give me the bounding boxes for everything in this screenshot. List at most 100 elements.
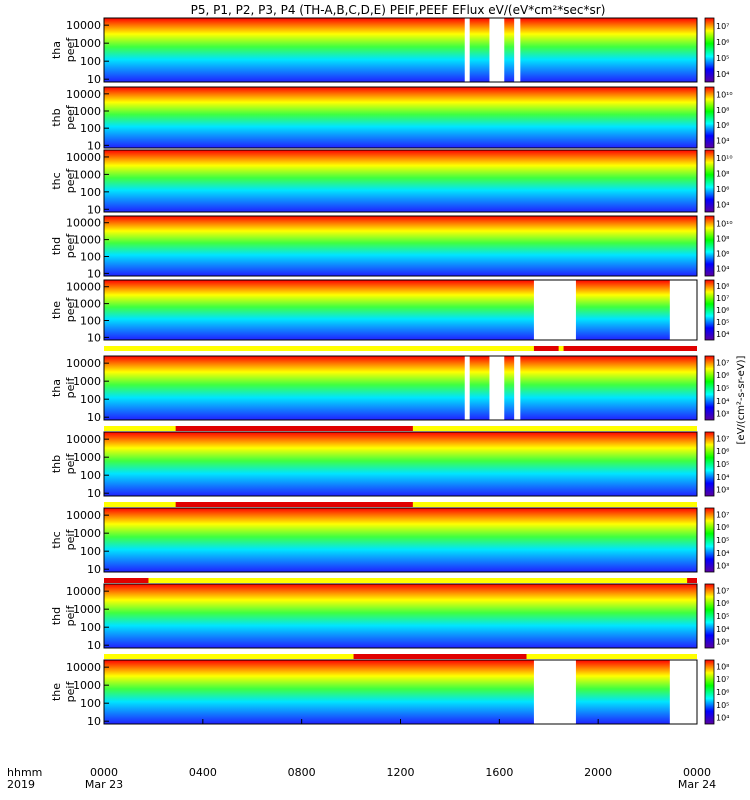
- colorbar-tick-label: 10¹⁰: [716, 91, 733, 100]
- colorbar-tick-label: 10⁴: [716, 473, 729, 482]
- y-tick-label: 10000: [66, 281, 101, 294]
- colorbar-tick-label: 10⁷: [716, 586, 729, 595]
- colorbar: [704, 355, 715, 421]
- spectrogram-fill: [104, 508, 697, 572]
- data-gap: [514, 18, 521, 82]
- colorbar-tick-label: 10⁴: [716, 397, 729, 406]
- y-tick-label: 100: [80, 621, 101, 634]
- panel-frame: [103, 355, 698, 421]
- y-tick-label: 10: [87, 203, 101, 216]
- y-tick-label: 100: [80, 314, 101, 327]
- colorbar-tick-label: 10⁶: [716, 121, 729, 130]
- spectrogram-fill: [104, 660, 697, 724]
- state-bars-group: [104, 346, 697, 659]
- x-tick-label: 2000: [584, 766, 612, 779]
- colorbar-tick-label: 10⁵: [716, 701, 729, 710]
- spectrogram-fill: [104, 280, 697, 340]
- colorbar: [704, 17, 715, 83]
- y-tick-label: 1000: [73, 375, 101, 388]
- y-tick-label: 10: [87, 73, 101, 86]
- colorbar-tick-label: 10³: [716, 562, 729, 571]
- y-tick-label: 100: [80, 469, 101, 482]
- state-bar-segment: [563, 346, 697, 351]
- y-tick-label: 1000: [73, 234, 101, 247]
- state-bar-segment: [353, 654, 527, 659]
- y-tick-label: 10: [87, 715, 101, 728]
- colorbar-tick-label: 10⁸: [716, 662, 729, 671]
- state-bar-segment: [175, 426, 413, 431]
- y-tick-label: 10000: [66, 88, 101, 101]
- colorbar-tick-label: 10⁴: [716, 200, 729, 209]
- x-tick-label: 0000: [683, 766, 711, 779]
- state-bar: [104, 502, 697, 507]
- data-gap: [533, 660, 576, 724]
- colorbar-tick-label: 10⁷: [716, 294, 729, 303]
- panel-probe-label: thc: [50, 172, 63, 189]
- state-bar-base: [104, 346, 697, 351]
- colorbar-tick-label: 10⁶: [716, 250, 729, 259]
- colorbar-tick-label: 10⁶: [716, 688, 729, 697]
- colorbar-tick-label: 10⁶: [716, 599, 729, 608]
- x-tick-label: 1600: [485, 766, 513, 779]
- panel-frame: [103, 215, 698, 277]
- y-tick-label: 100: [80, 545, 101, 558]
- data-gap: [489, 356, 505, 420]
- colorbar-tick-label: 10⁵: [716, 54, 729, 63]
- colorbar-tick-label: 10⁷: [716, 675, 729, 684]
- state-bar: [104, 346, 697, 351]
- colorbar-tick-label: 10⁶: [716, 185, 729, 194]
- y-tick-label: 10: [87, 139, 101, 152]
- y-tick-label: 100: [80, 250, 101, 263]
- colorbar-tick-label: 10³: [716, 638, 729, 647]
- y-tick-label: 10000: [66, 585, 101, 598]
- state-bar-segment: [687, 578, 697, 583]
- colorbar-tick-label: 10⁷: [716, 510, 729, 519]
- colorbar-tick-label: 10³: [716, 410, 729, 419]
- panel-product-label: peef: [64, 233, 77, 259]
- panel-probe-label: thd: [50, 607, 63, 625]
- y-tick-label: 10000: [66, 151, 101, 164]
- colorbar: [704, 507, 715, 573]
- state-bar-base: [104, 578, 697, 583]
- spectrogram-fill: [104, 432, 697, 496]
- colorbar-tick-label: 10⁶: [716, 306, 729, 315]
- y-tick-label: 100: [80, 55, 101, 68]
- colorbar-tick-label: 10⁵: [716, 460, 729, 469]
- y-tick-label: 1000: [73, 298, 101, 311]
- panel-probe-label: the: [50, 683, 63, 701]
- y-tick-label: 10: [87, 639, 101, 652]
- spectrogram-fill: [104, 584, 697, 648]
- y-tick-label: 10: [87, 411, 101, 424]
- colorbar-tick-label: 10⁵: [716, 384, 729, 393]
- colorbar-tick-label: 10⁴: [716, 714, 729, 723]
- y-tick-label: 10000: [66, 357, 101, 370]
- panel-frame: [103, 583, 698, 649]
- panel-frame: [103, 17, 698, 83]
- panels-group: 10 100 1000 10000 tha peef 10⁴ 10⁵ 10⁶ 10⁷ 10 100 10…: [50, 17, 733, 728]
- panel-product-label: peif: [64, 605, 77, 627]
- colorbar-tick-label: 10⁷: [716, 22, 729, 31]
- state-bar-segment: [175, 502, 413, 507]
- panel-probe-label: the: [50, 301, 63, 319]
- state-bar: [104, 578, 697, 583]
- y-tick-label: 10: [87, 487, 101, 500]
- data-gap: [464, 356, 470, 420]
- x-date-label: Mar 23: [85, 778, 123, 791]
- colorbar-tick-label: 10⁶: [716, 371, 729, 380]
- panel-frame: [103, 149, 698, 213]
- colorbar-tick-label: 10¹⁰: [716, 154, 733, 163]
- colorbar: [704, 431, 715, 497]
- y-tick-label: 100: [80, 393, 101, 406]
- colorbar-tick-label: 10⁸: [716, 106, 729, 115]
- y-tick-label: 1000: [73, 105, 101, 118]
- panel-probe-label: tha: [50, 41, 63, 59]
